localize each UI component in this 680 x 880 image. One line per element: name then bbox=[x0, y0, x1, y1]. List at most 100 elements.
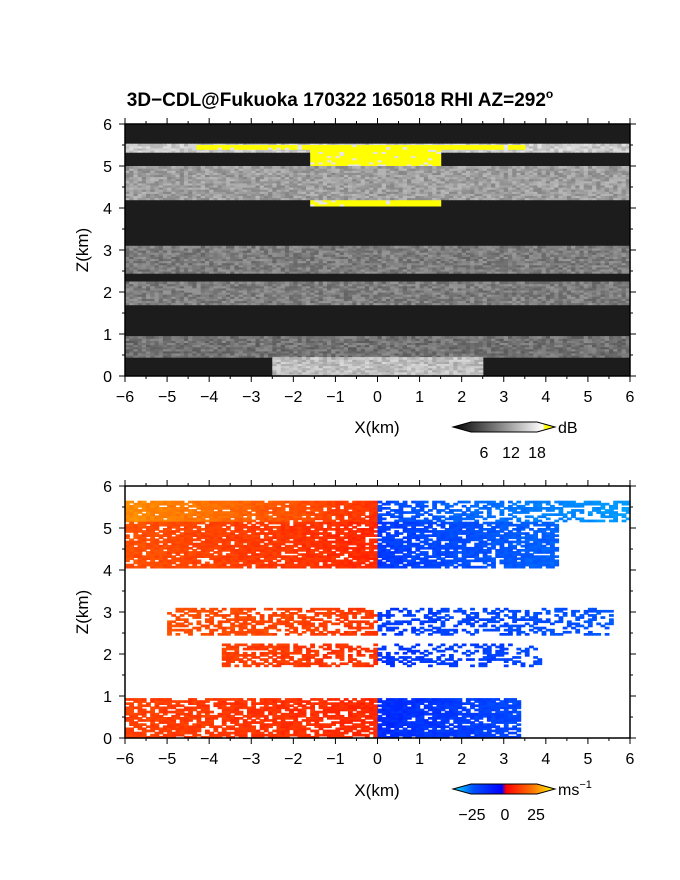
reflectivity-cell bbox=[520, 170, 526, 173]
reflectivity-cell bbox=[205, 180, 210, 184]
reflectivity-cell bbox=[263, 256, 269, 259]
reflectivity-cell bbox=[348, 245, 353, 249]
reflectivity-cell bbox=[280, 191, 286, 194]
reflectivity-cell bbox=[297, 271, 303, 274]
reflectivity-cell bbox=[592, 180, 597, 184]
reflectivity-cell bbox=[327, 157, 332, 161]
reflectivity-cell bbox=[592, 252, 597, 255]
reflectivity-cell bbox=[183, 258, 189, 262]
reflectivity-cell bbox=[133, 252, 139, 255]
reflectivity-cell bbox=[360, 195, 366, 199]
reflectivity-cell bbox=[545, 184, 551, 188]
reflectivity-cell bbox=[377, 262, 383, 266]
reflectivity-cell bbox=[474, 176, 480, 180]
reflectivity-cell bbox=[360, 168, 366, 171]
reflectivity-cell bbox=[415, 157, 421, 161]
reflectivity-cell bbox=[146, 266, 151, 270]
reflectivity-cell bbox=[566, 197, 572, 201]
reflectivity-cell bbox=[499, 258, 505, 262]
reflectivity-cell bbox=[339, 155, 345, 159]
reflectivity-cell bbox=[251, 247, 256, 251]
reflectivity-cell bbox=[259, 168, 265, 171]
reflectivity-cell bbox=[226, 180, 231, 184]
reflectivity-cell bbox=[322, 189, 328, 192]
reflectivity-cell bbox=[226, 166, 231, 169]
reflectivity-cell bbox=[352, 199, 358, 203]
reflectivity-cell bbox=[566, 170, 572, 173]
reflectivity-cell bbox=[604, 168, 610, 171]
reflectivity-cell bbox=[314, 256, 320, 259]
reflectivity-cell bbox=[129, 174, 134, 178]
reflectivity-cell bbox=[625, 264, 631, 268]
reflectivity-cell bbox=[461, 262, 467, 266]
reflectivity-cell bbox=[343, 145, 349, 148]
reflectivity-cell bbox=[402, 268, 408, 272]
reflectivity-cell bbox=[407, 159, 412, 163]
reflectivity-cell bbox=[537, 184, 543, 188]
reflectivity-cell bbox=[457, 254, 463, 257]
reflectivity-cell bbox=[444, 197, 450, 201]
reflectivity-cell bbox=[461, 168, 467, 171]
reflectivity-cell bbox=[175, 193, 181, 196]
reflectivity-cell bbox=[339, 184, 345, 188]
reflectivity-cell bbox=[196, 180, 202, 184]
reflectivity-cell bbox=[444, 258, 450, 262]
reflectivity-cell bbox=[284, 247, 290, 251]
reflectivity-cell bbox=[339, 180, 345, 184]
reflectivity-cell bbox=[356, 176, 362, 180]
reflectivity-cell bbox=[247, 245, 252, 249]
reflectivity-cell bbox=[613, 180, 618, 184]
reflectivity-cell bbox=[415, 247, 421, 251]
reflectivity-cell bbox=[242, 195, 248, 199]
reflectivity-cell bbox=[175, 184, 181, 188]
reflectivity-cell bbox=[512, 256, 517, 259]
reflectivity-cell bbox=[318, 203, 324, 207]
reflectivity-cell bbox=[571, 145, 576, 149]
reflectivity-cell bbox=[579, 268, 585, 272]
reflectivity-cell bbox=[579, 172, 585, 175]
reflectivity-cell bbox=[158, 195, 164, 199]
reflectivity-cell bbox=[154, 180, 160, 184]
reflectivity-cell bbox=[562, 170, 568, 173]
reflectivity-cell bbox=[621, 197, 627, 201]
reflectivity-cell bbox=[310, 260, 315, 264]
reflectivity-cell bbox=[255, 147, 261, 150]
reflectivity-cell bbox=[609, 187, 614, 190]
reflectivity-cell bbox=[146, 268, 151, 272]
reflectivity-cell bbox=[234, 145, 240, 148]
reflectivity-cell bbox=[541, 166, 547, 169]
reflectivity-cell bbox=[609, 264, 614, 268]
reflectivity-cell bbox=[175, 143, 181, 147]
reflectivity-cell bbox=[284, 150, 290, 153]
reflectivity-cell bbox=[428, 178, 433, 182]
reflectivity-cell bbox=[238, 195, 244, 199]
reflectivity-cell bbox=[415, 189, 421, 192]
reflectivity-cell bbox=[242, 245, 248, 249]
reflectivity-cell bbox=[137, 256, 143, 259]
reflectivity-cell bbox=[592, 172, 597, 175]
reflectivity-cell bbox=[259, 187, 265, 190]
reflectivity-cell bbox=[150, 191, 155, 194]
reflectivity-cell bbox=[398, 262, 404, 266]
reflectivity-cell bbox=[613, 197, 618, 201]
reflectivity-cell bbox=[150, 150, 155, 153]
reflectivity-cell bbox=[503, 166, 509, 169]
reflectivity-cell bbox=[335, 195, 341, 199]
reflectivity-cell bbox=[486, 178, 492, 182]
reflectivity-cell bbox=[541, 262, 547, 266]
reflectivity-cell bbox=[600, 266, 606, 270]
reflectivity-cell bbox=[259, 258, 265, 262]
reflectivity-cell bbox=[310, 189, 315, 192]
reflectivity-cell bbox=[289, 195, 294, 199]
reflectivity-cell bbox=[322, 172, 328, 175]
reflectivity-cell bbox=[331, 147, 336, 150]
reflectivity-cell bbox=[137, 254, 143, 257]
reflectivity-cell bbox=[301, 189, 307, 192]
reflectivity-cell bbox=[209, 193, 214, 196]
reflectivity-cell bbox=[457, 260, 463, 264]
reflectivity-cell bbox=[331, 258, 336, 262]
reflectivity-cell bbox=[360, 182, 366, 186]
reflectivity-cell bbox=[613, 189, 618, 192]
reflectivity-cell bbox=[314, 252, 320, 255]
reflectivity-cell bbox=[381, 182, 387, 186]
